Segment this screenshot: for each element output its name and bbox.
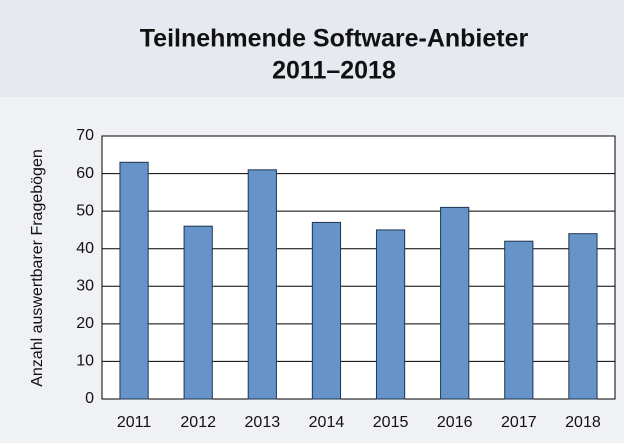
x-tick-label: 2016 [437, 414, 473, 431]
y-tick-label: 50 [76, 202, 94, 219]
bar [247, 169, 277, 400]
chart-subtitle: 2011–2018 [272, 57, 396, 85]
x-tick-label: 2013 [245, 414, 281, 431]
x-tick-label: 2017 [501, 414, 537, 431]
y-tick-label: 60 [76, 165, 94, 182]
plot-area [101, 135, 616, 400]
y-tick-label: 0 [85, 390, 94, 407]
y-tick-label: 40 [76, 240, 94, 257]
bar [311, 221, 342, 400]
bar [504, 240, 534, 400]
y-axis-label: Anzahl auswertbarer Fragebögen [29, 149, 46, 386]
y-tick-label: 70 [76, 127, 94, 144]
y-tick-label: 30 [76, 278, 94, 295]
chart-title: Teilnehmende Software-Anbieter [140, 25, 529, 53]
bar [119, 161, 149, 400]
bar [440, 206, 470, 400]
bar [375, 229, 406, 400]
x-tick-label: 2011 [117, 414, 152, 431]
bar [568, 233, 598, 400]
y-tick-label: 10 [76, 353, 94, 370]
bar [183, 225, 213, 400]
x-tick-label: 2018 [565, 414, 601, 431]
x-tick-label: 2014 [309, 414, 345, 431]
y-tick-label: 20 [76, 315, 94, 332]
x-tick-label: 2015 [373, 414, 409, 431]
title-band [0, 0, 624, 97]
x-tick-label: 2012 [180, 414, 216, 431]
